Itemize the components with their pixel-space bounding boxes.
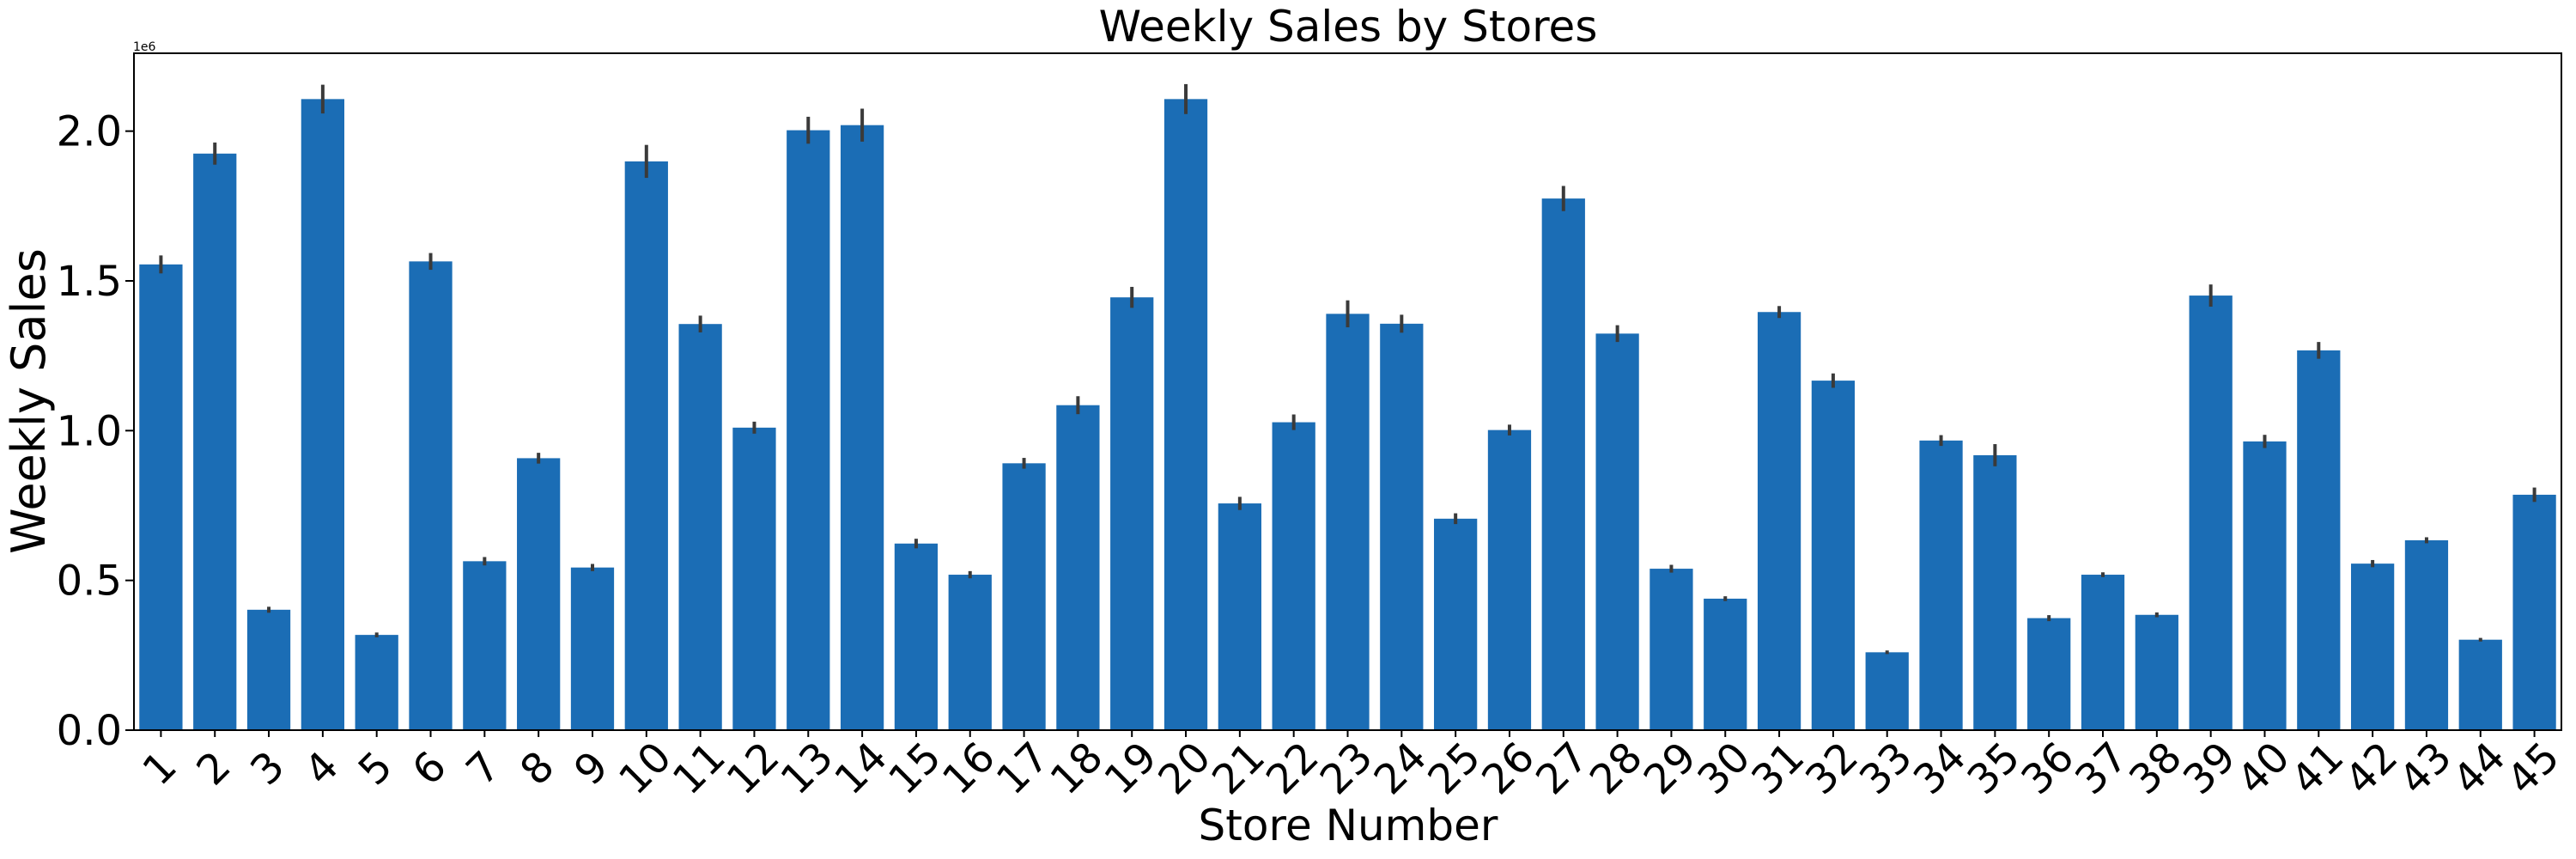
bar-store-4 (301, 99, 345, 730)
bar-store-34 (1919, 440, 1963, 730)
bar-store-13 (787, 130, 830, 730)
bar-store-12 (732, 427, 776, 730)
bar-store-44 (2458, 639, 2502, 730)
bar-store-43 (2404, 539, 2449, 730)
bar-store-17 (1002, 463, 1046, 730)
y-tick-label: 0.0 (57, 707, 122, 755)
x-axis-label: Store Number (1199, 801, 1498, 850)
bar-store-8 (517, 458, 561, 730)
plot-frame (133, 52, 2562, 731)
errorbars-group (159, 83, 2537, 655)
y-tick-label: 1.5 (57, 258, 122, 306)
bar-store-26 (1487, 430, 1532, 730)
bar-store-3 (246, 609, 291, 730)
y-offset-text: 1e6 (133, 40, 156, 54)
bar-store-5 (355, 635, 398, 730)
y-axis-label: Weekly Sales (2, 248, 56, 554)
y-axis-ticks: 0.0 0.5 1.0 1.5 2.0 (57, 108, 134, 755)
bar-store-15 (894, 543, 939, 730)
y-tick-label: 1.0 (57, 407, 122, 455)
chart-title: Weekly Sales by Stores (1099, 2, 1598, 52)
bar-store-2 (193, 153, 237, 731)
x-tick-label: 7 (457, 742, 509, 795)
bar-store-36 (2027, 618, 2071, 730)
bars-group (139, 99, 2556, 731)
x-tick-label: 6 (404, 742, 456, 795)
bar-store-27 (1541, 198, 1585, 730)
x-tick-label: 1 (133, 742, 185, 795)
bar-store-1 (139, 264, 183, 730)
bar-store-11 (678, 324, 722, 730)
bar-store-16 (948, 575, 992, 730)
y-tick-label: 2.0 (57, 108, 122, 156)
y-tick-label: 0.5 (57, 557, 122, 606)
bar-store-40 (2243, 441, 2287, 730)
bar-store-37 (2081, 575, 2125, 730)
x-tick-label: 2 (187, 742, 240, 795)
bar-store-45 (2512, 494, 2556, 730)
bar-store-30 (1704, 598, 1747, 730)
bar-store-14 (840, 125, 884, 731)
bar-store-33 (1865, 652, 1909, 730)
x-tick-label: 3 (241, 742, 294, 795)
bar-store-41 (2297, 350, 2341, 730)
bar-store-28 (1595, 333, 1639, 730)
bar-store-38 (2135, 614, 2178, 730)
bar-store-6 (409, 261, 453, 731)
x-tick-label: 4 (295, 742, 348, 795)
bar-store-25 (1434, 518, 1478, 730)
bar-store-19 (1110, 297, 1154, 730)
bar-store-31 (1757, 312, 1801, 730)
bar-store-32 (1811, 381, 1856, 730)
x-axis-ticks: 1 2 3 4 5 6 7 8 91011121314151617181920212223242… (133, 730, 2569, 804)
bar-store-10 (624, 161, 668, 731)
bar-store-22 (1272, 422, 1315, 730)
bar-store-9 (570, 567, 615, 730)
x-tick-label: 45 (2498, 733, 2569, 804)
bar-store-29 (1649, 569, 1693, 730)
bar-store-39 (2189, 295, 2233, 730)
bar-store-20 (1163, 99, 1208, 730)
bar-store-42 (2350, 564, 2395, 730)
x-tick-label: 5 (349, 742, 402, 795)
x-tick-label: 9 (565, 742, 617, 795)
bar-store-23 (1326, 314, 1370, 730)
x-tick-label: 8 (511, 742, 563, 795)
bar-store-35 (1973, 454, 2017, 730)
bar-store-18 (1056, 405, 1100, 730)
bar-store-24 (1380, 323, 1424, 730)
bar-store-7 (463, 561, 507, 730)
bar-store-21 (1218, 503, 1261, 730)
